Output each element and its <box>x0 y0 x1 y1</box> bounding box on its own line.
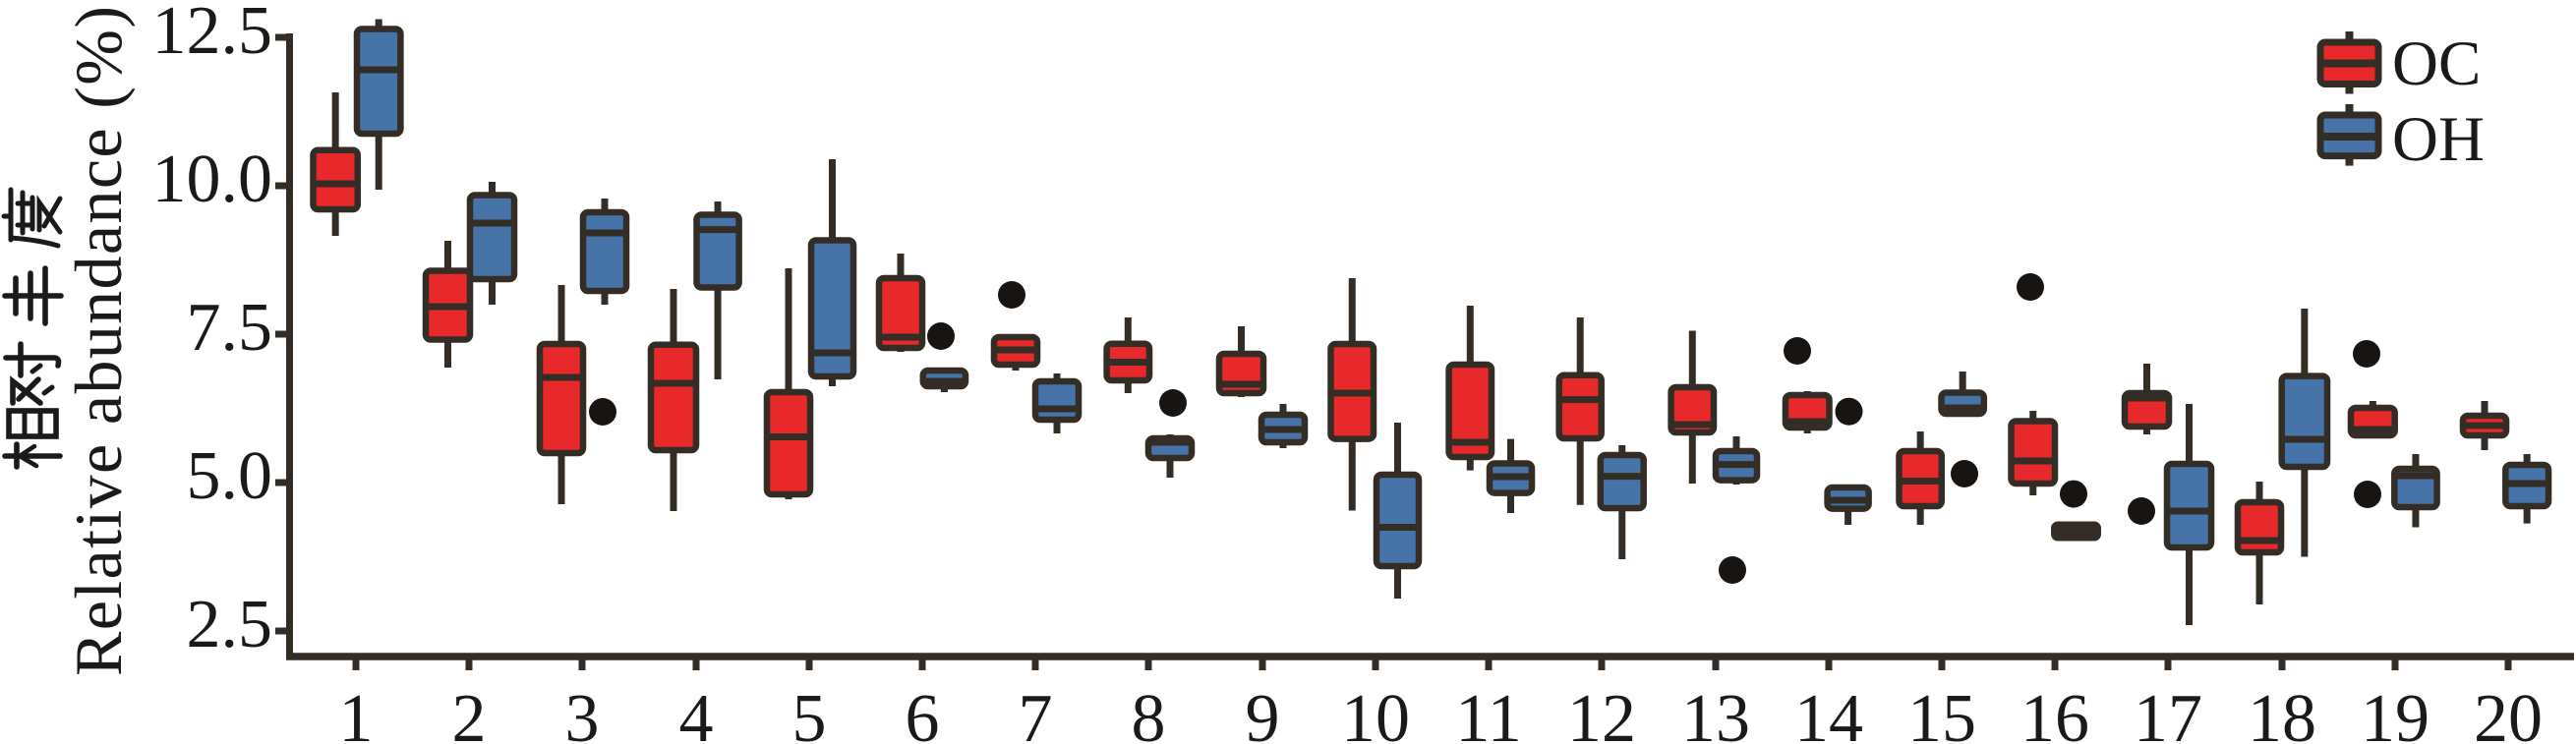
svg-text:17: 17 <box>2134 681 2202 744</box>
svg-text:11: 11 <box>1455 681 1521 744</box>
svg-text:10: 10 <box>1341 681 1410 744</box>
svg-text:2.5: 2.5 <box>187 587 273 662</box>
svg-text:OH: OH <box>2392 104 2485 175</box>
svg-text:6: 6 <box>906 681 940 744</box>
svg-text:12.5: 12.5 <box>152 0 273 69</box>
svg-text:14: 14 <box>1794 681 1863 744</box>
svg-text:15: 15 <box>1907 681 1976 744</box>
svg-text:13: 13 <box>1681 681 1750 744</box>
svg-text:3: 3 <box>565 681 600 744</box>
svg-text:2: 2 <box>452 681 487 744</box>
svg-text:8: 8 <box>1132 681 1166 744</box>
svg-text:Relative abundance (%): Relative abundance (%) <box>61 6 136 676</box>
svg-text:9: 9 <box>1246 681 1280 744</box>
svg-text:20: 20 <box>2474 681 2543 744</box>
svg-text:1: 1 <box>339 681 374 744</box>
svg-text:7: 7 <box>1019 681 1053 744</box>
svg-text:OC: OC <box>2392 29 2481 99</box>
svg-text:18: 18 <box>2248 681 2316 744</box>
svg-text:4: 4 <box>679 681 714 744</box>
svg-text:19: 19 <box>2361 681 2430 744</box>
svg-text:5: 5 <box>792 681 827 744</box>
svg-text:10.0: 10.0 <box>152 142 273 217</box>
svg-text:16: 16 <box>2020 681 2089 744</box>
svg-text:12: 12 <box>1567 681 1636 744</box>
svg-text:5.0: 5.0 <box>187 438 273 514</box>
svg-text:7.5: 7.5 <box>187 290 273 366</box>
